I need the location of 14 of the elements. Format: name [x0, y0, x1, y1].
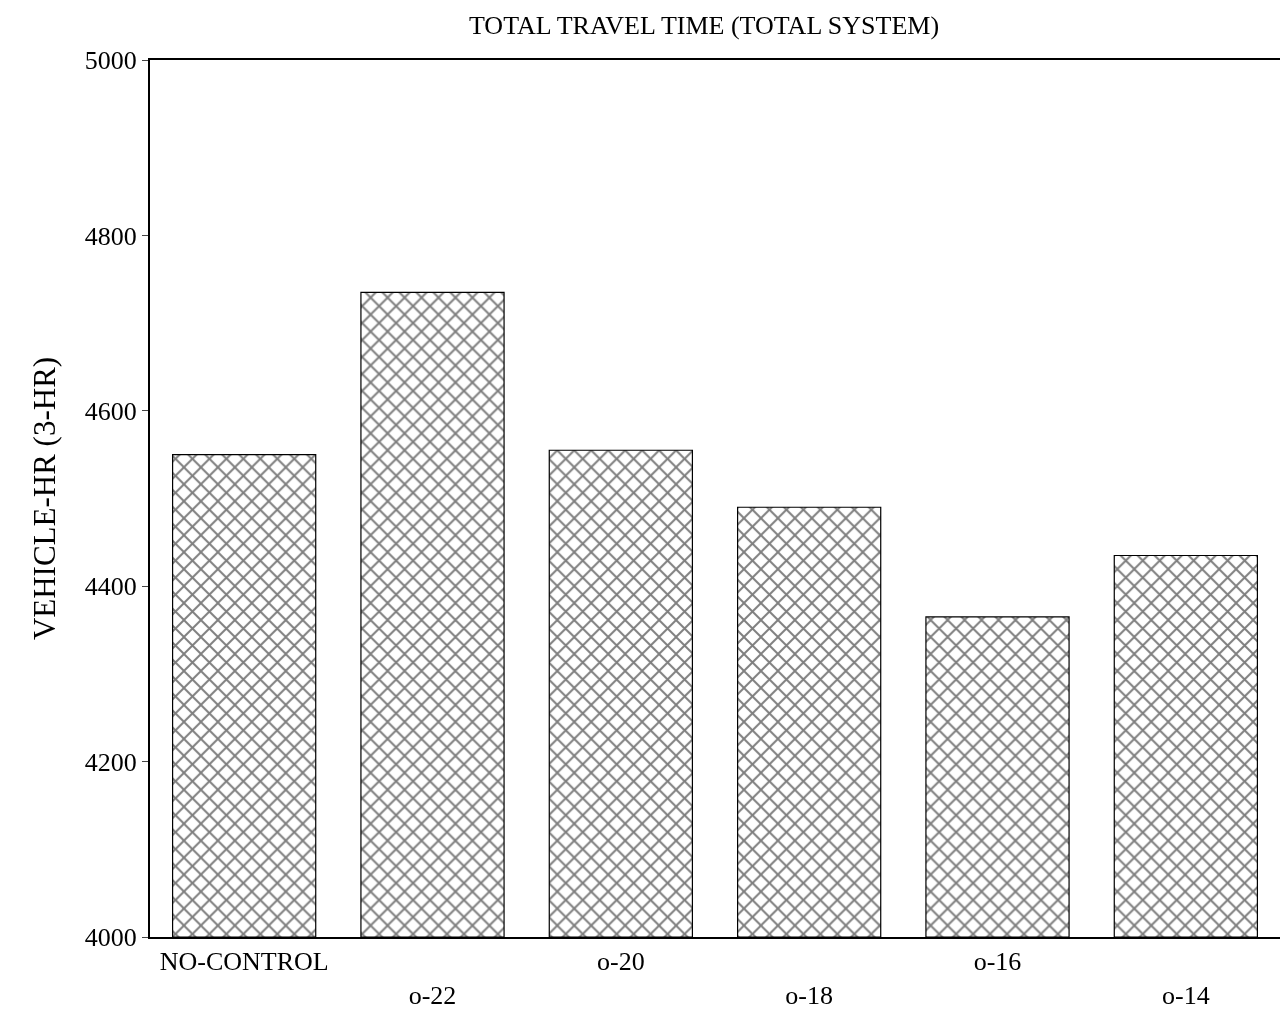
x-tick-label: o-20: [596, 947, 645, 977]
y-tick-label: 4000: [84, 923, 137, 953]
y-axis-title: VEHICLE-HR (3-HR): [26, 356, 62, 641]
x-tick-label: o-22: [408, 981, 457, 1010]
x-tick-label: o-18: [785, 981, 834, 1010]
x-tick-label: NO-CONTROL: [159, 947, 329, 977]
y-tick-label: 4200: [84, 747, 137, 777]
y-tick-label: 4800: [84, 221, 137, 251]
x-tick-label: o-14: [1161, 981, 1210, 1010]
y-tick-label: 5000: [84, 46, 137, 76]
y-tick-label: 4400: [84, 572, 137, 602]
chart-title: TOTAL TRAVEL TIME (TOTAL SYSTEM): [468, 10, 940, 40]
x-tick-label: o-16: [973, 947, 1022, 977]
y-tick-label: 4600: [84, 396, 137, 426]
